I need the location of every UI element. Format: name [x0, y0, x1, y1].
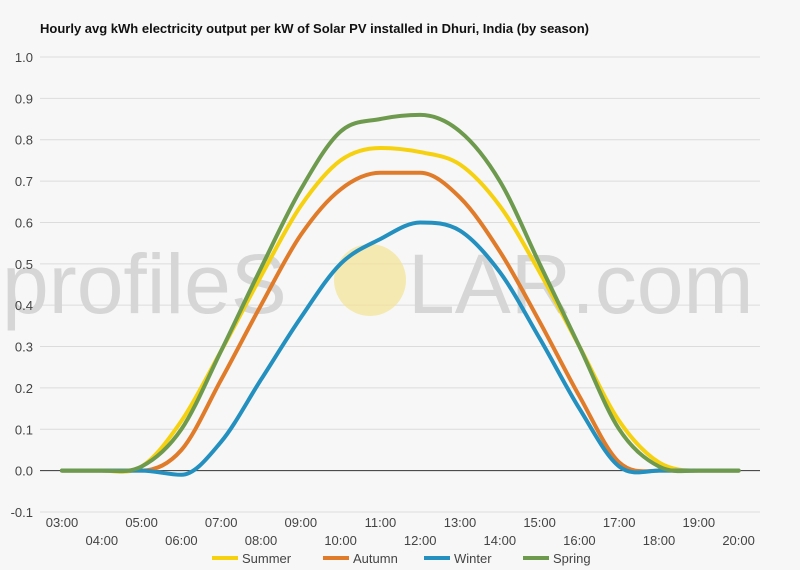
legend-item-autumn[interactable]: Autumn — [323, 551, 398, 566]
x-tick-label: 11:00 — [365, 515, 397, 530]
x-axis: 03:00 04:00 05:00 06:00 07:00 08:00 09:00 10:00… — [46, 515, 755, 548]
y-tick-label: 0.3 — [15, 340, 33, 355]
x-tick-label: 12:00 — [404, 533, 437, 548]
x-tick-label: 04:00 — [86, 533, 119, 548]
y-tick-label: 0.8 — [15, 133, 33, 148]
watermark: profileS LAR.com — [2, 237, 753, 331]
legend-item-spring[interactable]: Spring — [523, 551, 591, 566]
legend-label: Winter — [454, 551, 492, 566]
x-tick-label: 10:00 — [324, 533, 357, 548]
legend-label: Autumn — [353, 551, 398, 566]
series-line-autumn — [60, 170, 741, 474]
x-tick-label: 03:00 — [46, 515, 79, 530]
x-tick-label: 07:00 — [205, 515, 238, 530]
watermark-text-left: profileS — [2, 237, 287, 331]
y-tick-label: -0.1 — [11, 505, 33, 520]
x-tick-label: 06:00 — [165, 533, 198, 548]
x-tick-label: 13:00 — [444, 515, 477, 530]
series-line-summer — [60, 146, 741, 474]
series-line-spring — [60, 112, 741, 474]
y-tick-label: 0.0 — [15, 464, 33, 479]
x-tick-label: 09:00 — [285, 515, 318, 530]
x-tick-label: 14:00 — [484, 533, 517, 548]
series-lines — [60, 112, 741, 477]
y-tick-label: 0.7 — [15, 174, 33, 189]
y-tick-label: 0.4 — [15, 298, 33, 313]
y-axis: -0.1 0.0 0.1 0.2 0.3 0.4 0.5 0.6 0.7 0.8 0.9 1.0 — [11, 50, 33, 520]
chart-title: Hourly avg kWh electricity output per kW… — [40, 21, 589, 36]
x-tick-label: 20:00 — [722, 533, 755, 548]
x-tick-label: 19:00 — [683, 515, 716, 530]
series-line-winter — [60, 220, 741, 477]
y-tick-label: 0.6 — [15, 215, 33, 230]
x-tick-label: 05:00 — [125, 515, 158, 530]
x-tick-label: 17:00 — [603, 515, 636, 530]
y-tick-label: 0.5 — [15, 257, 33, 272]
legend-label: Spring — [553, 551, 591, 566]
legend: Summer Autumn Winter Spring — [212, 551, 591, 566]
watermark-sun-icon — [334, 244, 406, 316]
legend-label: Summer — [242, 551, 292, 566]
x-tick-label: 18:00 — [643, 533, 676, 548]
legend-item-summer[interactable]: Summer — [212, 551, 292, 566]
y-tick-label: 1.0 — [15, 50, 33, 65]
x-tick-label: 15:00 — [523, 515, 556, 530]
x-tick-label: 08:00 — [245, 533, 278, 548]
y-tick-label: 0.1 — [15, 422, 33, 437]
gridlines — [40, 56, 760, 513]
x-tick-label: 16:00 — [563, 533, 596, 548]
watermark-text-right: LAR.com — [408, 237, 753, 331]
legend-item-winter[interactable]: Winter — [424, 551, 492, 566]
y-tick-label: 0.2 — [15, 381, 33, 396]
y-tick-label: 0.9 — [15, 91, 33, 106]
